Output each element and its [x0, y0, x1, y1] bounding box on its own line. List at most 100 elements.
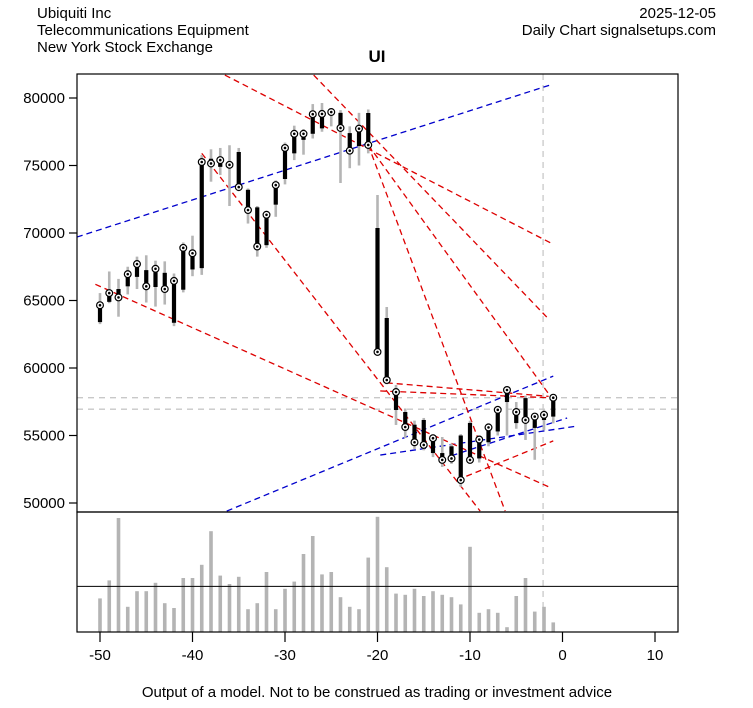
red-trendline	[95, 283, 549, 488]
volume-bar	[495, 612, 500, 632]
close-marker-dot	[117, 296, 120, 299]
header-right: 2025-12-05 Daily Chart signalsetups.com	[522, 5, 716, 39]
close-marker-dot	[422, 443, 426, 447]
close-marker-dot	[450, 457, 453, 460]
red-trendline	[201, 152, 481, 512]
close-marker-dot	[172, 279, 176, 283]
volume-bar	[273, 609, 278, 632]
volume-bar	[255, 603, 260, 632]
volume-bar	[384, 567, 389, 632]
close-marker-dot	[376, 350, 379, 354]
volume-bar	[172, 608, 176, 632]
volume-bar	[190, 578, 195, 632]
close-marker-dot	[218, 158, 222, 162]
y-axis-tick-label: 70000	[23, 225, 65, 242]
volume-bar	[283, 588, 287, 632]
volume-bar	[107, 580, 112, 632]
industry-name: Telecommunications Equipment	[37, 22, 249, 39]
y-axis-tick-label: 60000	[23, 360, 65, 377]
close-marker-dot	[191, 251, 194, 255]
header-left: Ubiquiti Inc Telecommunications Equipmen…	[37, 5, 249, 56]
chart-source: Daily Chart signalsetups.com	[521, 22, 716, 39]
volume-bar	[218, 575, 223, 632]
volume-bar	[329, 572, 334, 632]
volume-bar	[551, 622, 556, 632]
close-marker-dot	[144, 285, 148, 288]
close-marker-dot	[551, 396, 555, 400]
volume-bar	[486, 609, 491, 632]
volume-bar	[246, 609, 250, 632]
close-marker-dot	[107, 291, 111, 295]
x-axis-tick-label: -40	[182, 647, 204, 664]
close-marker-dot	[200, 160, 204, 164]
company-name: Ubiquiti Inc	[37, 5, 112, 22]
volume-bar	[421, 596, 426, 632]
x-axis-tick-label: -10	[459, 647, 481, 664]
volume-bar	[320, 574, 324, 632]
volume-bar	[431, 591, 435, 632]
exchange-name: New York Stock Exchange	[37, 39, 213, 56]
volume-bar	[532, 611, 537, 632]
volume-bar	[135, 591, 139, 632]
close-marker-dot	[524, 418, 527, 422]
close-marker-dot	[163, 287, 167, 291]
close-marker-dot	[514, 410, 518, 414]
volume-bar	[347, 606, 352, 632]
close-marker-dot	[228, 163, 231, 167]
ohlc-bars-layer	[95, 102, 558, 487]
close-marker-dot	[209, 162, 213, 165]
red-trendline	[367, 144, 506, 512]
close-marker-dot	[237, 185, 241, 189]
y-axis-tick-label: 80000	[23, 90, 65, 107]
red-trendline	[224, 74, 553, 245]
close-marker-dot	[154, 267, 157, 271]
close-marker-dot	[394, 390, 398, 394]
volume-bar	[366, 557, 371, 632]
close-marker-dot	[413, 440, 416, 444]
red-trendline	[313, 74, 549, 319]
volume-bar	[514, 596, 519, 632]
close-marker-dot	[505, 388, 509, 392]
volume-bar	[310, 536, 315, 632]
volume-bar	[227, 584, 232, 632]
close-marker-dot	[403, 425, 407, 429]
volume-bar	[505, 627, 509, 632]
y-axis-tick-label: 65000	[23, 293, 65, 310]
close-marker-dot	[366, 143, 370, 147]
close-marker-dot	[496, 408, 500, 412]
close-marker-dot	[292, 132, 296, 136]
close-marker-dot	[135, 262, 139, 266]
volume-bar	[449, 597, 454, 632]
close-marker-dot	[283, 146, 287, 150]
close-marker-dot	[246, 208, 250, 212]
chart-date: 2025-12-05	[639, 5, 716, 22]
close-marker-dot	[274, 183, 278, 187]
close-marker-dot	[339, 126, 342, 130]
close-marker-dot	[126, 272, 130, 276]
close-marker-dot	[255, 245, 259, 248]
close-marker-dot	[329, 110, 333, 114]
close-marker-dot	[302, 132, 305, 136]
volume-bars-layer	[98, 516, 556, 632]
x-axis-tick-label: 10	[647, 647, 664, 664]
close-marker-dot	[348, 149, 352, 152]
close-marker-dot	[181, 246, 185, 250]
volume-bar	[264, 572, 269, 632]
blue-trendline	[77, 84, 550, 238]
close-marker-dot	[533, 415, 537, 418]
red-trendline	[367, 144, 551, 396]
blue-trendline	[380, 425, 578, 456]
volume-bar	[440, 594, 445, 632]
y-axis-tick-label: 55000	[23, 428, 65, 445]
volume-bar	[125, 606, 130, 632]
volume-bar	[153, 582, 158, 632]
close-marker-dot	[385, 378, 389, 382]
volume-bar	[236, 576, 241, 632]
volume-bar	[458, 604, 463, 632]
blue-trendlines-layer	[77, 84, 578, 512]
volume-bar	[338, 597, 343, 632]
volume-bar	[375, 516, 380, 632]
close-marker-dot	[311, 112, 315, 116]
close-marker-dot	[265, 213, 268, 217]
